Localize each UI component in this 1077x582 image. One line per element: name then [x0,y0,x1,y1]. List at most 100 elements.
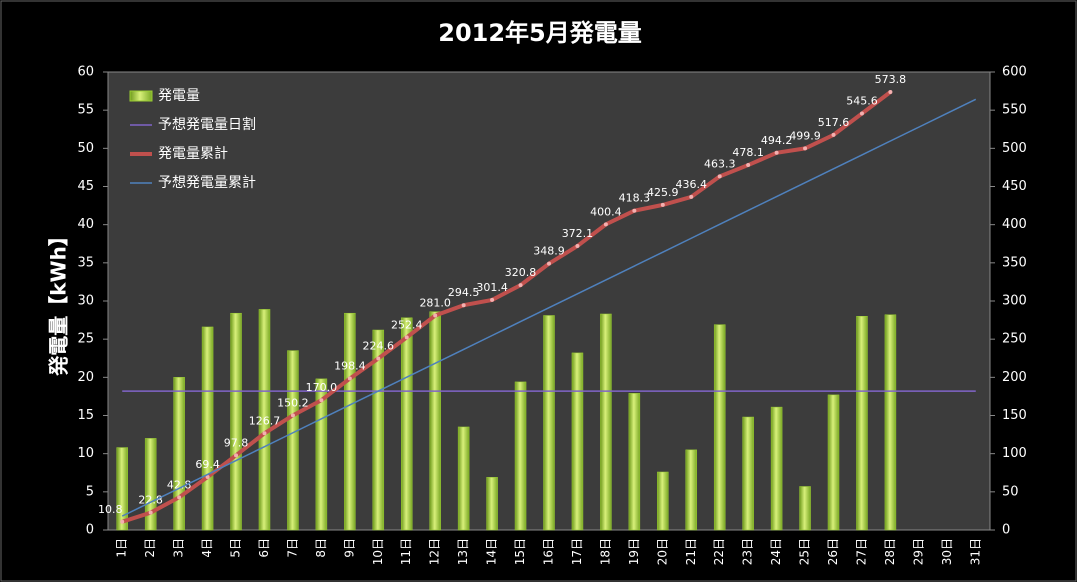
y2-tick-label: 500 [1002,141,1027,156]
y-tick-label: 10 [77,446,94,461]
legend-swatch [129,90,153,102]
x-tick-label: 2日 [143,538,157,558]
x-tick-label: 24日 [769,538,783,565]
data-label: 517.6 [818,116,850,129]
data-label: 42.8 [167,478,192,491]
legend-label: 発電量 [158,88,200,104]
y2-tick-label: 300 [1002,294,1027,309]
x-tick-label: 25日 [798,538,812,565]
x-tick-label: 3日 [172,538,186,558]
data-label: 97.8 [224,436,249,449]
y2-tick-label: 200 [1002,370,1027,385]
data-label: 22.8 [138,494,163,507]
x-tick-label: 17日 [570,538,584,565]
data-label: 463.3 [704,157,736,170]
bar [486,477,498,531]
line-marker [177,495,182,500]
data-label: 348.9 [533,245,565,258]
bar [514,381,527,531]
legend-label: 予想発電量累計 [158,175,256,191]
x-tick-label: 29日 [911,538,925,565]
y-tick-label: 35 [77,255,94,270]
data-label: 301.4 [476,281,508,294]
bar [230,312,242,531]
x-tick-label: 19日 [627,538,641,565]
x-tick-label: 13日 [456,538,470,565]
data-label: 294.5 [448,286,480,299]
data-label: 545.6 [846,95,878,108]
bar [429,311,441,531]
x-tick-label: 1日 [115,538,129,558]
data-label: 150.2 [277,396,309,409]
data-label: 494.2 [761,134,793,147]
line-marker [290,413,295,418]
bar [173,377,185,531]
y2-tick-label: 550 [1002,103,1027,118]
y2-tick-label: 450 [1002,179,1027,194]
y2-tick-label: 150 [1002,408,1027,423]
x-tick-label: 16日 [542,538,556,565]
line-marker [518,283,523,288]
legend-label: 発電量累計 [158,146,228,162]
legend-label: 予想発電量日割 [158,116,256,133]
x-tick-label: 18日 [598,538,612,565]
y-tick-label: 25 [77,332,94,347]
data-label: 418.3 [619,192,651,205]
line-marker [888,89,893,94]
y2-tick-label: 250 [1002,332,1027,347]
x-tick-label: 21日 [684,538,698,565]
x-tick-label: 12日 [428,538,442,565]
y2-tick-label: 50 [1002,484,1019,499]
line-marker [859,111,864,116]
bar [201,326,214,531]
bar [543,315,555,531]
data-label: 499.9 [789,129,821,142]
bar [827,394,840,531]
y2-tick-label: 100 [1002,446,1027,461]
line-marker [547,261,551,266]
bar [799,486,811,531]
x-tick-label: 7日 [285,538,299,558]
y-tick-label: 15 [77,408,94,423]
x-tick-label: 28日 [883,538,897,565]
line-marker [319,398,324,403]
data-label: 478.1 [732,146,764,159]
x-tick-label: 11日 [399,538,413,565]
x-tick-label: 15日 [513,538,527,565]
x-tick-label: 9日 [342,538,356,558]
bar [713,324,726,531]
bar [372,329,385,531]
line-marker [120,519,125,524]
bar [315,378,328,531]
x-tick-label: 22日 [712,538,726,565]
y-tick-label: 30 [77,294,94,309]
data-label: 400.4 [590,205,622,218]
line-marker [404,335,409,340]
x-tick-label: 10日 [371,538,385,565]
bar [600,313,612,531]
line-marker [717,174,722,179]
y2-tick-label: 400 [1002,217,1027,232]
bar [657,471,669,531]
data-label: 425.9 [647,186,679,199]
bar [884,314,897,531]
line-marker [746,163,751,168]
bar [344,312,356,531]
y2-tick-label: 0 [1002,523,1010,538]
line-marker [490,297,495,302]
line-marker [632,208,637,213]
line-marker [148,510,153,515]
data-label: 372.1 [562,227,594,240]
data-label: 573.8 [875,73,907,86]
line-marker [461,303,466,308]
y-tick-label: 20 [77,370,94,385]
x-tick-label: 8日 [314,538,328,558]
x-tick-label: 5日 [229,538,243,558]
line-marker [603,222,608,227]
data-label: 281.0 [419,297,451,310]
bar [116,447,128,531]
line-marker [347,376,352,381]
line-marker [433,313,438,318]
bar [144,438,157,531]
